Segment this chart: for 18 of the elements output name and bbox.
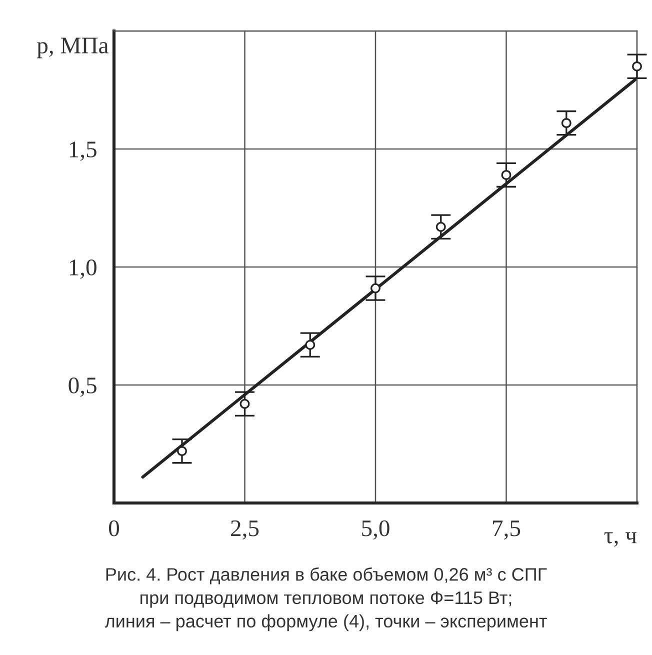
y-tick-label: 0,5 bbox=[68, 377, 96, 397]
y-tick-label: 1,0 bbox=[70, 259, 96, 279]
point bbox=[240, 398, 250, 409]
x-axis-title: τ, ч bbox=[604, 532, 636, 547]
y-axis-title: p, МПа bbox=[37, 38, 108, 58]
x-tick-label: 2,5 bbox=[231, 520, 259, 540]
x-tick-label: 0 bbox=[108, 520, 120, 536]
point bbox=[436, 222, 446, 232]
text: Рис. 4. Рост давления в баке объемом 0,26 м³ с СПГ при подводимом тепловом потоке Ф=115 Вт; линия – расчет по формуле (4), точки – эксперимент bbox=[104, 567, 547, 632]
point bbox=[176, 446, 187, 456]
point bbox=[561, 118, 572, 128]
x-tick-label: 5,0 bbox=[362, 520, 390, 540]
x-tick-label: 7,5 bbox=[493, 520, 520, 540]
point bbox=[501, 170, 512, 180]
point bbox=[370, 283, 380, 294]
point bbox=[305, 340, 316, 350]
point bbox=[632, 61, 642, 72]
y-tick-label: 1,5 bbox=[70, 142, 96, 161]
